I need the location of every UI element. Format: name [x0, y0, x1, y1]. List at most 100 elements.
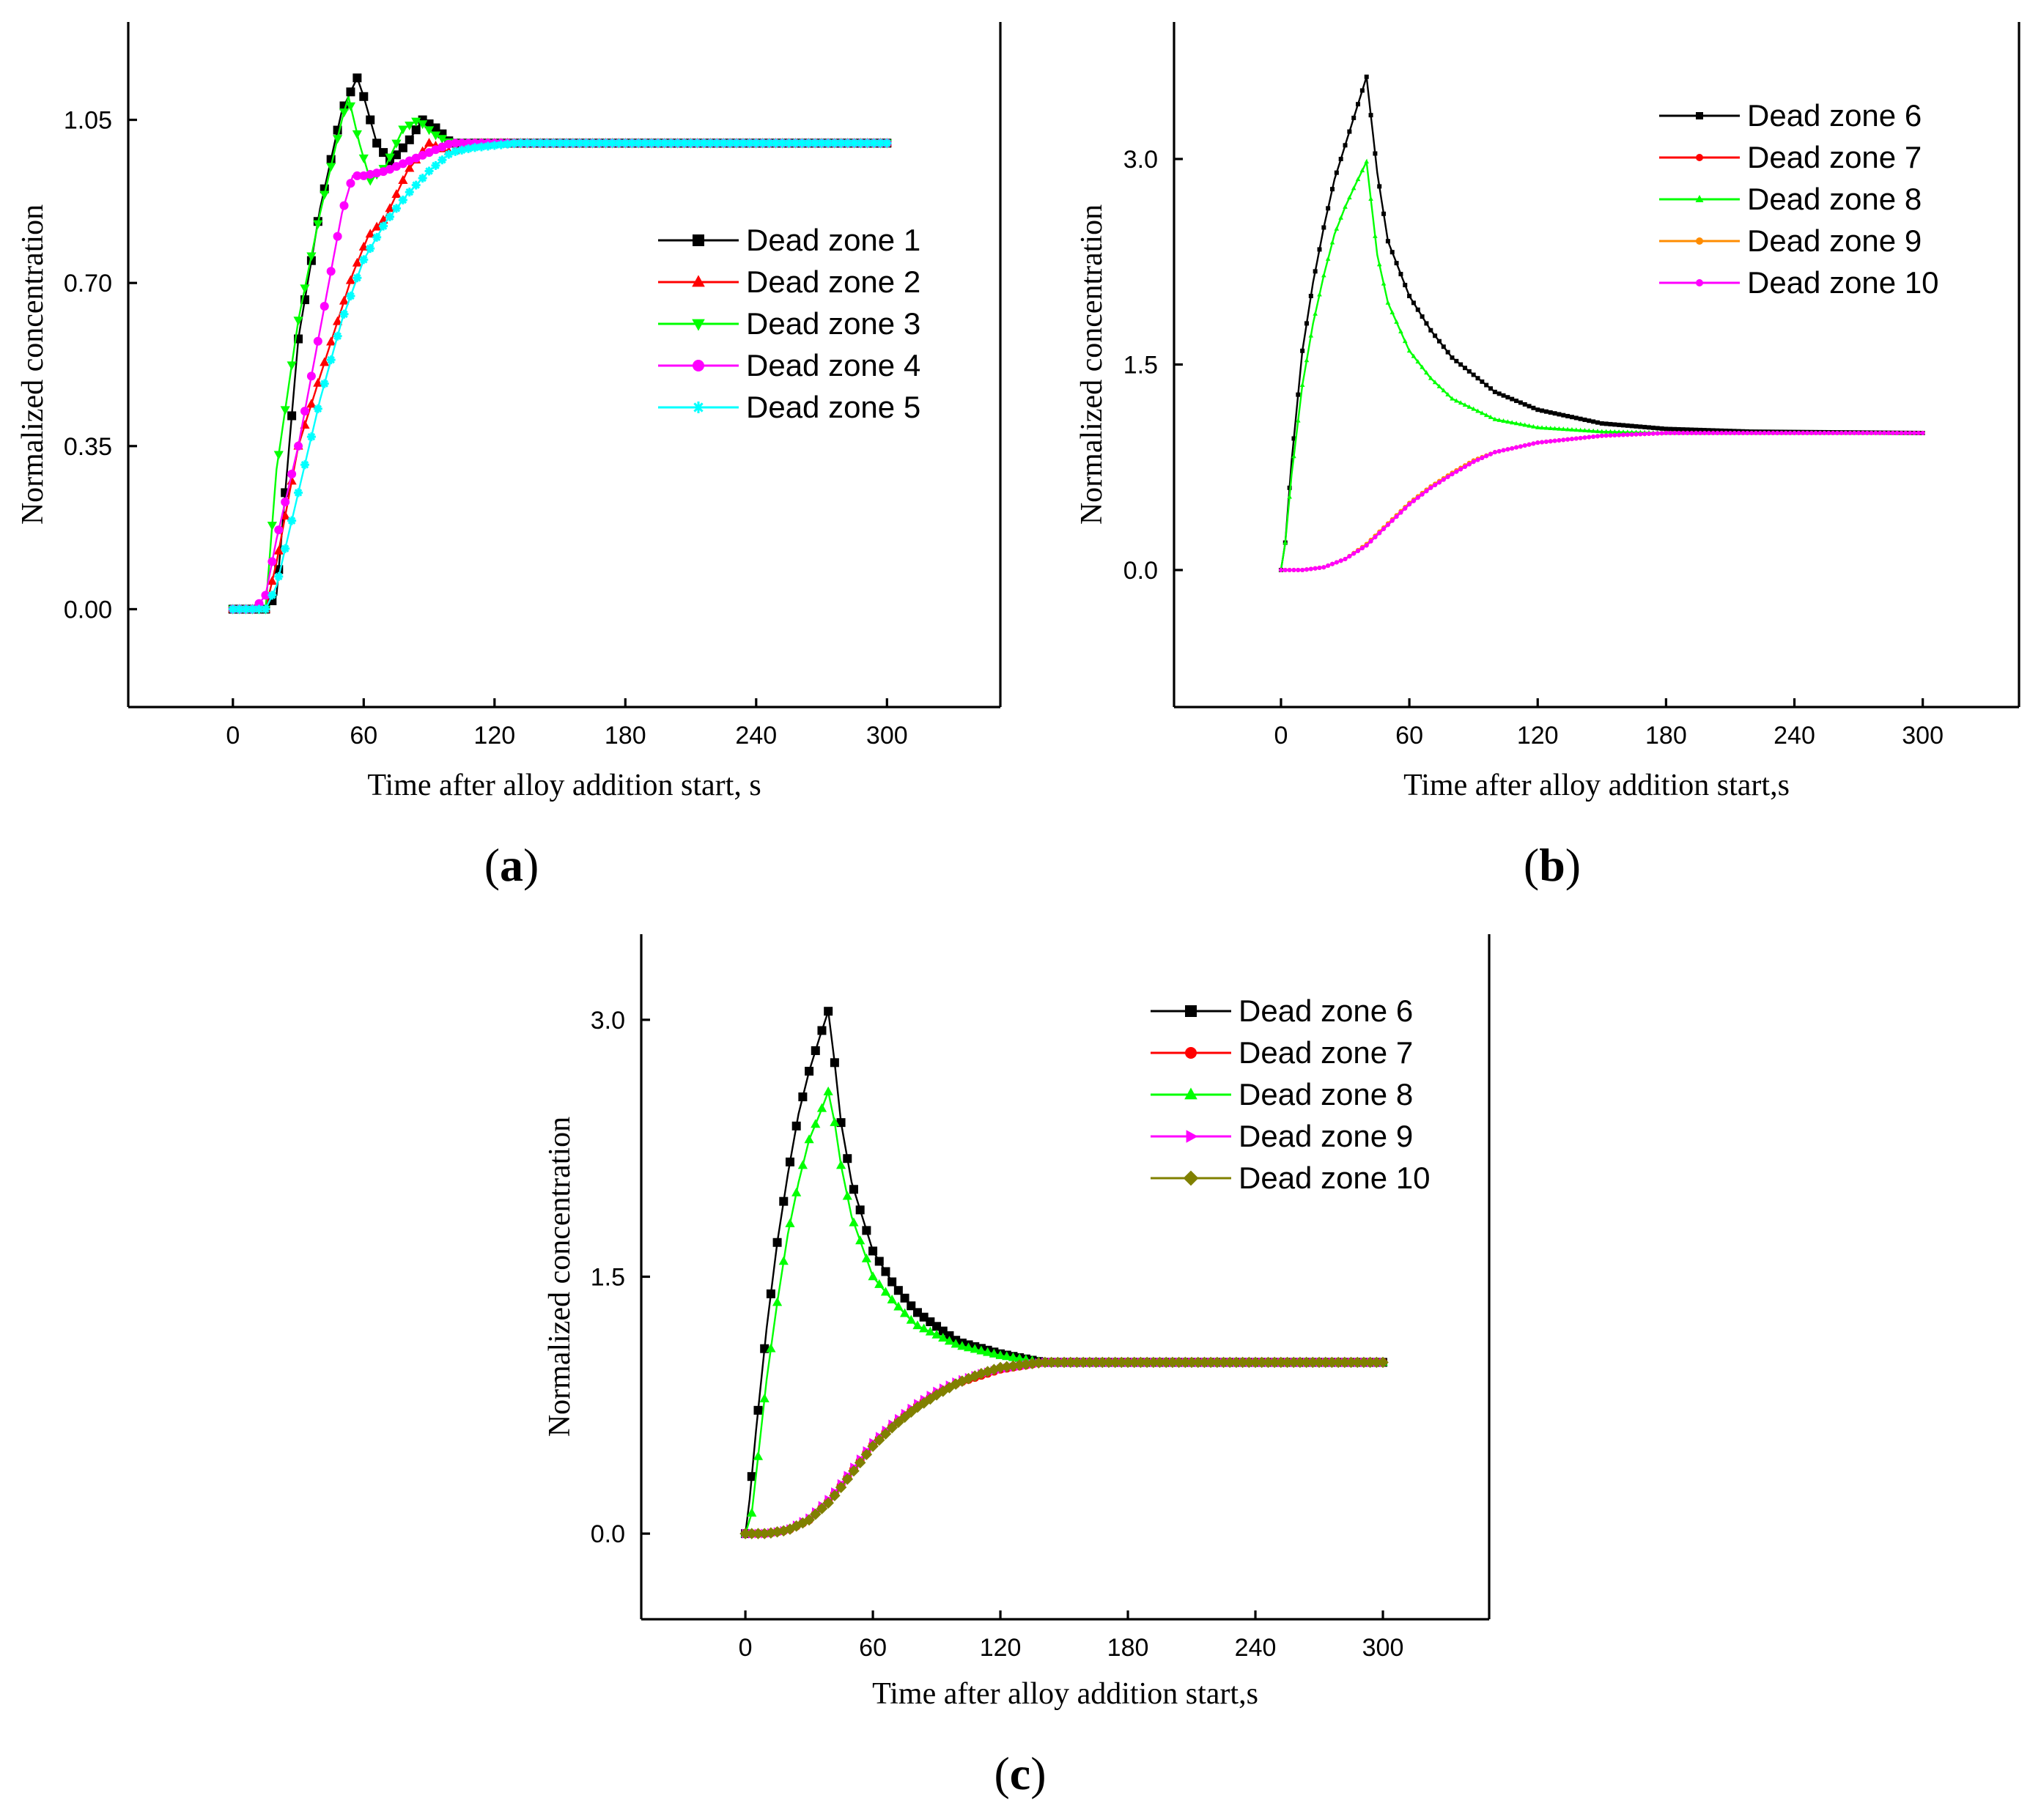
data-point: [1356, 548, 1361, 553]
data-point: [1377, 184, 1382, 189]
data-point: [906, 1314, 916, 1324]
data-point: [326, 163, 336, 172]
data-point: [1343, 204, 1348, 209]
data-point: [365, 229, 375, 238]
data-point: [811, 1119, 821, 1128]
data-point: [1370, 1356, 1383, 1369]
data-point: [666, 138, 676, 148]
data-point: [1775, 431, 1780, 435]
data-point: [267, 522, 277, 531]
data-point: [1655, 431, 1660, 436]
data-point: [1345, 1356, 1357, 1369]
x-tick-label: 300: [1902, 722, 1944, 750]
legend-label: Dead zone 2: [746, 265, 920, 299]
data-point: [862, 1226, 871, 1235]
data-point: [287, 469, 297, 478]
panel-b: 0 60 120 180 240 300 0.0 1.5 3.0 Time after alloy…: [1075, 22, 2020, 891]
data-point: [1899, 431, 1904, 435]
data-point: [1300, 568, 1305, 572]
data-point: [346, 179, 355, 188]
data-point: [1217, 1356, 1230, 1369]
data-point: [1334, 226, 1340, 231]
data-point: [1496, 417, 1502, 422]
data-point: [849, 1185, 858, 1194]
y-tick-label: 0.00: [64, 596, 112, 624]
data-point: [1501, 418, 1506, 423]
data-point: [1321, 273, 1326, 278]
data-point: [1064, 1356, 1077, 1369]
data-point: [660, 138, 669, 148]
data-point: [764, 138, 774, 148]
data-point: [1338, 157, 1343, 161]
data-point: [1587, 434, 1592, 440]
data-point: [726, 138, 735, 148]
data-point: [523, 138, 532, 148]
data-point: [1852, 431, 1857, 435]
data-point: [385, 153, 395, 163]
series-group: [228, 73, 892, 615]
data-point: [1128, 1356, 1140, 1369]
data-point: [621, 138, 630, 148]
data-point: [1281, 1356, 1293, 1369]
data-point: [1848, 431, 1853, 435]
data-point: [1433, 483, 1438, 488]
data-point: [1466, 462, 1472, 467]
data-point: [1441, 344, 1446, 349]
data-point: [1586, 428, 1592, 433]
series-line: [745, 1361, 1383, 1535]
data-point: [855, 1235, 866, 1245]
data-point: [760, 1344, 769, 1353]
data-point: [785, 1157, 794, 1166]
data-point: [805, 1067, 814, 1076]
data-point: [804, 1134, 814, 1144]
data-point: [1052, 1356, 1064, 1369]
data-point: [1436, 339, 1442, 344]
axes: 0 60 120 180 240 300 0.0 1.5 3.0: [1123, 22, 2020, 750]
data-point: [627, 138, 637, 148]
data-point: [235, 604, 244, 614]
series-line: [744, 1088, 1383, 1534]
data-point: [1454, 358, 1459, 363]
data-point: [881, 1267, 890, 1276]
data-point: [1313, 269, 1318, 274]
series-line: [745, 1361, 1383, 1535]
legend-item: Dead zone 7: [1151, 1035, 1413, 1070]
data-point: [1702, 428, 1707, 433]
data-point: [1561, 437, 1566, 443]
data-point: [1483, 413, 1489, 418]
panel-label-open: (: [994, 1747, 1009, 1799]
data-point: [653, 138, 663, 148]
data-point: [1278, 568, 1283, 572]
data-point: [398, 143, 407, 152]
data-point: [1291, 436, 1296, 441]
data-point: [1787, 431, 1793, 435]
data-point: [855, 1205, 865, 1215]
data-point: [1462, 465, 1467, 470]
data-point: [779, 1196, 789, 1206]
data-point: [1753, 431, 1758, 435]
data-point: [1540, 408, 1545, 413]
data-point: [1269, 1356, 1280, 1369]
data-point: [1620, 432, 1625, 437]
data-point: [1325, 256, 1331, 261]
legend-item: Dead zone 8: [1659, 182, 1922, 216]
data-point: [893, 1301, 904, 1311]
data-point: [1308, 566, 1313, 571]
data-point: [1282, 540, 1288, 544]
data-point: [365, 177, 375, 186]
data-point: [1505, 419, 1510, 424]
data-point: [1484, 454, 1489, 459]
data-point: [1368, 113, 1373, 118]
data-point: [1715, 431, 1720, 435]
data-point: [1462, 402, 1468, 407]
legend-label: Dead zone 6: [1239, 994, 1413, 1028]
data-point: [1288, 1356, 1300, 1369]
data-point: [281, 544, 290, 553]
data-point: [1552, 411, 1557, 416]
data-point: [398, 125, 408, 135]
data-point: [1664, 426, 1669, 432]
panel-label-open: (: [484, 839, 500, 891]
data-point: [1287, 494, 1292, 499]
legend-swatch-marker: [693, 234, 704, 246]
data-point: [1296, 418, 1301, 423]
